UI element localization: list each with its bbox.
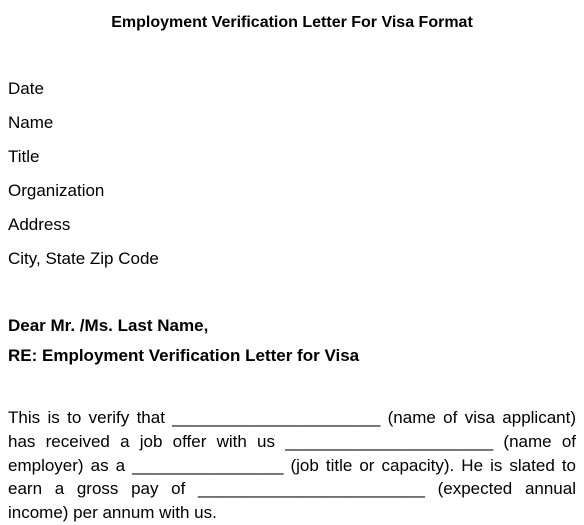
body-paragraph: This is to verify that _________________… (8, 406, 576, 525)
salutation: Dear Mr. /Ms. Last Name, (8, 316, 576, 336)
field-title: Title (8, 140, 576, 174)
header-fields: Date Name Title Organization Address Cit… (8, 72, 576, 276)
subject-line: RE: Employment Verification Letter for V… (8, 346, 576, 366)
field-date: Date (8, 72, 576, 106)
field-city-state-zip: City, State Zip Code (8, 242, 576, 276)
field-address: Address (8, 208, 576, 242)
field-organization: Organization (8, 174, 576, 208)
document-title: Employment Verification Letter For Visa … (8, 14, 576, 32)
field-name: Name (8, 106, 576, 140)
